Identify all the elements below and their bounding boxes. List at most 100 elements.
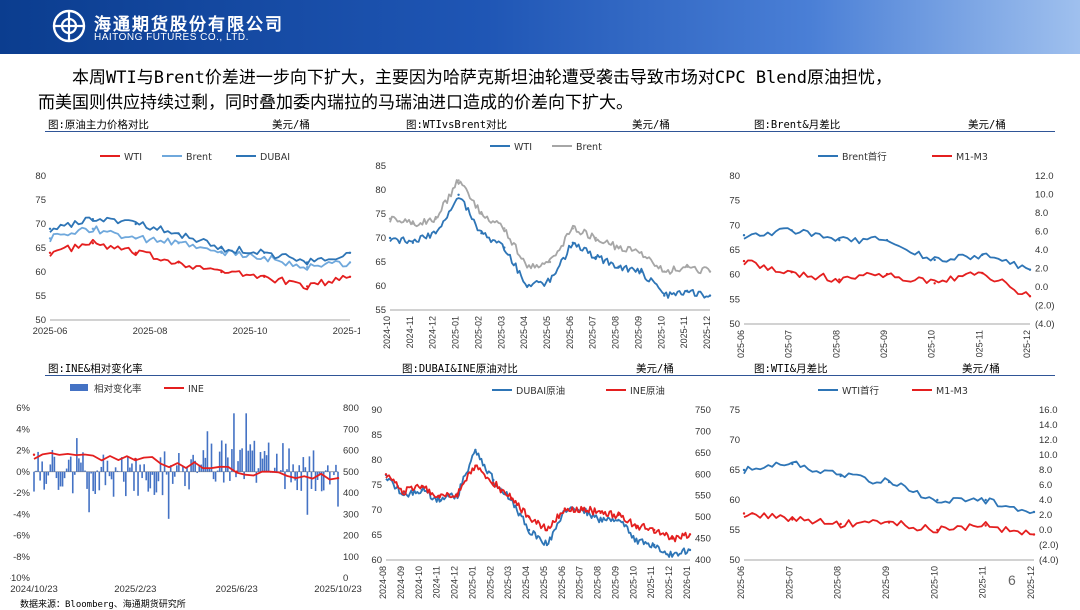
data-point: [474, 465, 476, 467]
x-tick-label: 2025-11: [646, 566, 656, 598]
bar-mark: [205, 458, 207, 472]
data-source-note: 数据来源：Bloomberg、海通期货研究所: [20, 597, 186, 610]
data-point: [546, 544, 548, 546]
bar-mark: [158, 472, 160, 481]
bar-mark: [86, 472, 88, 489]
y2-tick-label: 400: [695, 555, 711, 566]
y-tick-label: 50: [729, 319, 740, 330]
bar-mark: [107, 461, 109, 472]
data-point: [743, 234, 745, 236]
legend-swatch: [70, 384, 88, 391]
x-tick-label: 2025-06: [557, 566, 567, 599]
data-point: [220, 247, 222, 249]
bar-mark: [115, 467, 117, 471]
y2-tick-label: 10.0: [1039, 450, 1058, 461]
bar-mark: [262, 459, 264, 472]
data-point: [412, 222, 414, 224]
legend-label: M1-M3: [936, 386, 968, 397]
legend-label: DUBAI原油: [516, 385, 565, 397]
data-point: [709, 294, 711, 296]
data-point: [349, 252, 351, 254]
x-tick-label: 2025-09: [881, 566, 891, 599]
bar-mark: [143, 464, 145, 472]
x-tick-label: 2025-03: [496, 316, 506, 349]
data-point: [337, 477, 339, 479]
bar-mark: [129, 468, 131, 472]
bar-mark: [127, 456, 129, 472]
bar-mark: [37, 452, 39, 472]
y-tick-label: 70: [729, 435, 740, 446]
bar-mark: [74, 472, 76, 475]
bar-mark: [174, 472, 176, 477]
y-tick-label: 90: [371, 405, 382, 416]
y-tick-label: 65: [35, 243, 46, 254]
bar-mark: [54, 457, 56, 472]
series-line-DUBAI原油: [386, 450, 690, 557]
bar-mark: [288, 448, 290, 471]
chart-brent-spread: 50556065707580(4.0)(2.0)0.02.04.06.08.01…: [712, 136, 1072, 358]
data-point: [663, 270, 665, 272]
y2-tick-label: 200: [343, 531, 359, 542]
x-tick-label: 2025-02: [473, 316, 483, 349]
bar-mark: [113, 472, 115, 497]
chart-caption-c6: 图:WTI&月差比: [754, 361, 828, 376]
data-point: [1029, 295, 1031, 297]
caption-rule-top: [45, 131, 1055, 132]
y-tick-label: 4%: [16, 424, 30, 435]
data-point: [510, 497, 512, 499]
data-point: [640, 251, 642, 253]
legend-label: Brent: [576, 142, 602, 153]
x-tick-label: 2025/2/23: [114, 584, 156, 595]
bar-mark: [101, 467, 103, 472]
data-point: [981, 254, 983, 256]
data-point: [839, 475, 841, 477]
y-tick-label: 75: [371, 480, 382, 491]
bar-mark: [70, 457, 72, 472]
data-point: [984, 499, 986, 501]
bar-mark: [327, 465, 329, 471]
chart-dubai-vs-ine: 6065707580859040045050055060065070075020…: [362, 378, 722, 604]
bar-mark: [311, 472, 313, 489]
data-point: [790, 271, 792, 273]
bar-mark: [164, 451, 166, 471]
data-point: [480, 213, 482, 215]
bar-mark: [196, 472, 198, 473]
data-point: [888, 481, 890, 483]
y-tick-label: 55: [729, 525, 740, 536]
data-point: [886, 273, 888, 275]
x-tick-label: 2026-01: [682, 566, 692, 599]
x-tick-label: 2024-10: [382, 316, 392, 349]
series-line-M1-M3: [744, 260, 1030, 296]
bar-mark: [45, 472, 47, 484]
data-point: [599, 519, 601, 521]
data-point: [135, 252, 137, 254]
bar-mark: [268, 443, 270, 472]
data-point: [220, 252, 222, 254]
chart-unit-c3: 美元/桶: [968, 117, 1006, 132]
bar-mark: [109, 472, 111, 476]
data-point: [653, 544, 655, 546]
bar-mark: [123, 472, 125, 482]
data-point: [412, 242, 414, 244]
data-point: [92, 242, 94, 244]
y-tick-label: 2%: [16, 446, 30, 457]
y-tick-label: -6%: [13, 531, 30, 542]
y2-tick-label: 750: [695, 405, 711, 416]
bar-mark: [56, 472, 58, 478]
data-point: [671, 537, 673, 539]
bar-mark: [245, 413, 247, 471]
series-line-Brent: [390, 180, 710, 274]
bar-mark: [68, 460, 70, 472]
y-tick-label: 80: [729, 171, 740, 182]
x-tick-label: 2025-05: [542, 316, 552, 349]
bar-mark: [152, 472, 154, 475]
data-point: [438, 495, 440, 497]
data-point: [177, 232, 179, 234]
x-tick-label: 2025-07: [588, 316, 598, 349]
bar-mark: [280, 470, 282, 472]
data-point: [526, 266, 528, 268]
y2-tick-label: 2.0: [1039, 510, 1052, 521]
y-tick-label: 65: [375, 257, 386, 268]
bar-mark: [72, 472, 74, 494]
